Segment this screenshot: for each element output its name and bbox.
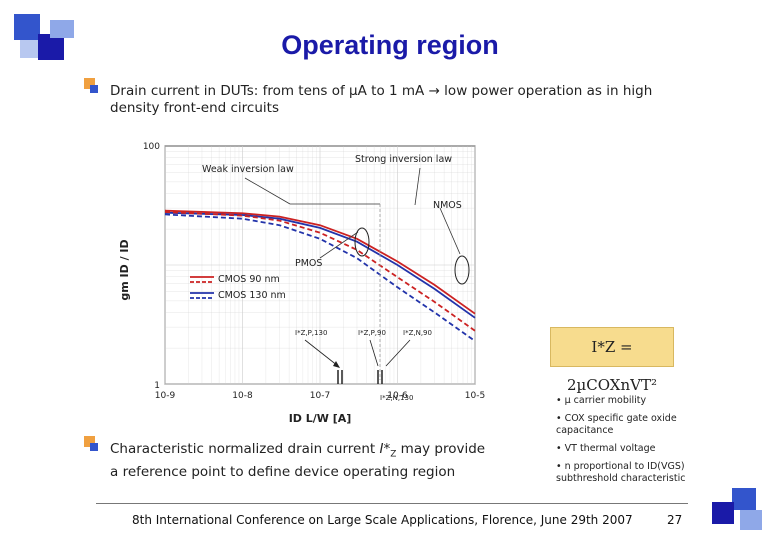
note-n: • n proportional to ID(VGS) subthreshold… [556, 461, 686, 484]
series-line-2 [164, 211, 476, 332]
bullet-text-characteristic: Characteristic normalized drain current … [110, 441, 490, 481]
note-mobility: • µ carrier mobility [556, 395, 647, 406]
footer-text: 8th International Conference on Large Sc… [132, 513, 633, 527]
x-axis-label: ID L/W [A] [289, 412, 352, 425]
bullet-marker [84, 78, 102, 96]
marker-iz-n90: I*Z,N,90 [403, 329, 432, 337]
note-cox: • COX specific gate oxide capacitance [556, 413, 677, 436]
x-tick-label: 10-8 [232, 391, 253, 401]
corner-decoration-bottom-right [712, 488, 772, 534]
note-vt: • VT thermal voltage [556, 443, 656, 454]
x-tick-label: 10-9 [155, 391, 176, 401]
marker-iz-n130: I*Z,N,130 [380, 394, 413, 402]
annotation-nmos: NMOS [433, 200, 462, 211]
iz-symbol: I* [379, 441, 391, 457]
x-tick-label: 10-5 [465, 391, 485, 401]
bullet-text-drain-current: Drain current in DUTs: from tens of µA t… [110, 83, 653, 116]
legend-cmos90: CMOS 90 nm [218, 274, 280, 285]
footer-rule [96, 503, 688, 504]
legend-cmos130: CMOS 130 nm [218, 290, 286, 301]
annotation-weak-inversion: Weak inversion law [202, 164, 294, 175]
annotation-pmos: PMOS [295, 258, 322, 269]
iz-formula: I*Z = 2µCOXnVT² [550, 327, 674, 394]
x-tick-label: 10-7 [310, 391, 330, 401]
y-tick-label: 1 [154, 381, 160, 391]
iz-subscript: Z [390, 449, 397, 460]
bullet-marker [84, 436, 102, 454]
page-number: 27 [667, 513, 683, 527]
slide-title: Operating region [281, 30, 499, 60]
y-axis-label: gm ID / ID [118, 239, 131, 300]
x-tick-label: 10-6 [387, 391, 408, 401]
corner-decoration-top-left [14, 14, 78, 64]
gm-id-plot: 100 1 10-9 10-8 10-7 10-6 10-5 ID L/W [A] gm… [118, 142, 485, 425]
bullet2-pre: Characteristic normalized drain current [110, 441, 380, 457]
bullet2-post: may provide a reference point to define … [110, 441, 486, 480]
series-line-0 [164, 209, 476, 315]
annotation-strong-inversion: Strong inversion law [355, 154, 452, 165]
marker-iz-p90: I*Z,P,90 [358, 329, 386, 337]
marker-iz-p130: I*Z,P,130 [295, 329, 327, 337]
series-line-3 [164, 213, 476, 342]
y-tick-label: 100 [143, 142, 160, 152]
